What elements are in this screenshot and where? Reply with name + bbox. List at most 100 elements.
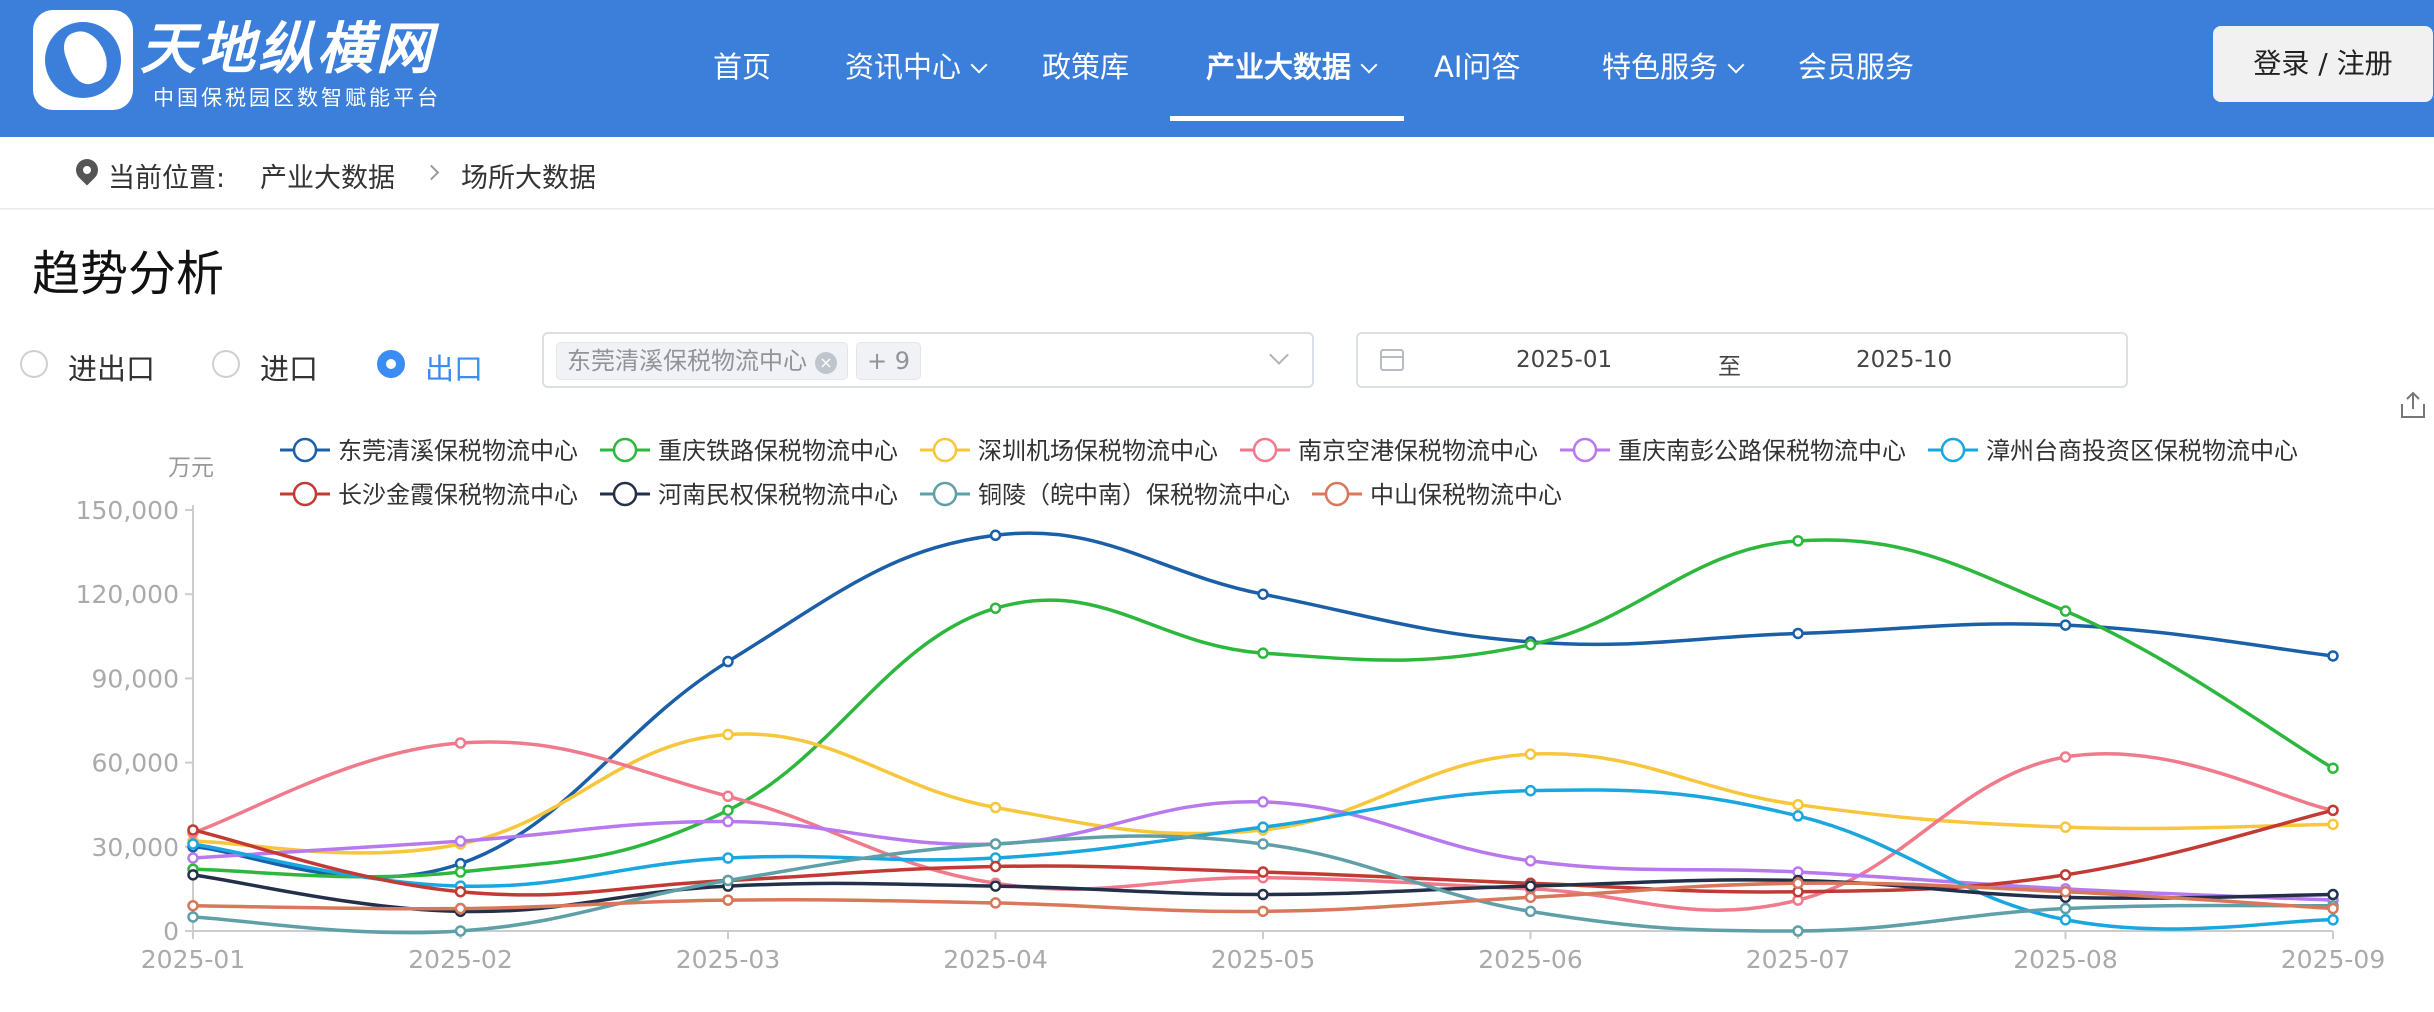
nav-news[interactable]: 资讯中心	[845, 44, 988, 86]
breadcrumb: 当前位置: 产业大数据 场所大数据	[0, 137, 2434, 209]
data-point	[2059, 902, 2072, 915]
date-range-picker[interactable]: 2025-01 至 2025-10	[1356, 332, 2128, 388]
data-point	[1524, 891, 1537, 904]
data-point	[1257, 796, 1269, 808]
legend-marker	[1940, 437, 1966, 463]
breadcrumb-item-industry-data[interactable]: 产业大数据	[260, 163, 395, 194]
legend-label: 中山保税物流中心	[1370, 481, 1562, 509]
radio-indicator	[20, 350, 48, 378]
data-point	[989, 897, 1002, 909]
data-point	[1257, 838, 1269, 850]
chevron-down-icon	[970, 56, 988, 74]
legend-item: 南京空港保税物流中心	[1240, 437, 1538, 465]
trend-line-chart: 东莞清溪保税物流中心 重庆铁路保税物流中心 深圳机场保税物流中心 南京空港保税物流中心…	[76, 437, 2386, 974]
calendar-icon	[1380, 349, 1404, 371]
data-point	[1792, 535, 1804, 547]
legend-label: 河南民权保税物流中心	[658, 481, 898, 509]
nav-ai-qa[interactable]: AI问答	[1434, 50, 1521, 84]
y-tick-label: 30,000	[92, 833, 179, 862]
data-point	[722, 852, 734, 864]
y-tick-label: 150,000	[76, 496, 179, 525]
y-tick-label: 60,000	[92, 749, 179, 778]
data-point	[1257, 888, 1269, 901]
date-end-input[interactable]: 2025-10	[1856, 347, 1953, 373]
nav-industry-data[interactable]: 产业大数据	[1206, 44, 1378, 86]
data-point	[187, 899, 199, 912]
data-point	[187, 838, 199, 850]
y-tick-label: 0	[163, 917, 179, 946]
data-point	[1792, 877, 1804, 890]
data-point	[722, 790, 734, 803]
legend-item: 长沙金霞保税物流中心	[280, 481, 578, 509]
data-point	[2059, 821, 2072, 833]
data-point	[187, 911, 199, 923]
legend-item: 重庆铁路保税物流中心	[600, 437, 898, 465]
nav-special-services[interactable]: 特色服务	[1602, 44, 1745, 86]
data-point	[1524, 855, 1537, 867]
x-tick-label: 2025-09	[2281, 945, 2385, 974]
close-icon[interactable]: ×	[815, 352, 837, 374]
y-axis-unit-label: 万元	[168, 455, 214, 481]
data-point	[2059, 751, 2072, 763]
data-point	[454, 902, 467, 915]
data-point	[1257, 821, 1269, 833]
data-point	[1257, 588, 1269, 600]
legend-marker	[612, 437, 638, 463]
data-point	[187, 869, 199, 881]
radio-indicator	[212, 350, 240, 378]
legend-marker	[612, 481, 638, 507]
data-point	[2059, 605, 2072, 617]
data-point	[722, 894, 734, 906]
legend-item: 深圳机场保税物流中心	[920, 437, 1218, 465]
x-tick-label: 2025-03	[676, 945, 780, 974]
more-selected-count: + 9	[856, 342, 922, 380]
legend-label: 东莞清溪保税物流中心	[338, 437, 578, 465]
chevron-down-icon	[1727, 56, 1745, 74]
data-point	[1257, 866, 1269, 878]
data-point	[722, 874, 734, 887]
nav-membership[interactable]: 会员服务	[1798, 50, 1915, 84]
legend-marker	[292, 437, 318, 463]
data-point	[454, 737, 467, 749]
data-point	[1792, 810, 1804, 822]
login-register-button[interactable]: 登录 / 注册	[2213, 26, 2433, 102]
data-point	[2327, 914, 2339, 926]
data-point	[722, 655, 734, 668]
data-point	[1792, 798, 1804, 811]
y-tick-label: 120,000	[76, 580, 179, 609]
legend-label: 长沙金霞保税物流中心	[338, 481, 578, 509]
data-point	[989, 860, 1002, 873]
legend-label: 南京空港保税物流中心	[1298, 437, 1538, 465]
nav-policy[interactable]: 政策库	[1042, 50, 1130, 84]
logo-subtitle: 中国保税园区数智赋能平台	[153, 86, 441, 110]
data-point	[989, 880, 1002, 892]
data-point	[2327, 762, 2339, 774]
logo[interactable]	[33, 10, 133, 110]
legend-item: 河南民权保税物流中心	[600, 481, 898, 509]
data-point	[454, 925, 467, 937]
data-point	[454, 885, 467, 898]
data-point	[722, 815, 734, 828]
data-point	[989, 602, 1002, 614]
data-point	[722, 728, 734, 741]
data-point	[454, 835, 467, 847]
selected-venue-tag: 东莞清溪保税物流中心 ×	[556, 342, 848, 380]
export-icon[interactable]	[2398, 390, 2428, 420]
legend-marker	[1252, 437, 1278, 463]
location-pin-icon	[71, 154, 103, 186]
trend-analysis-panel: 趋势分析 进出口 进口 出口 东莞清溪保税物流中心 × + 9 2025-01 至…	[0, 210, 2434, 1012]
x-tick-label: 2025-01	[141, 945, 245, 974]
data-point	[2327, 888, 2339, 901]
x-tick-label: 2025-06	[1478, 945, 1582, 974]
date-start-input[interactable]: 2025-01	[1516, 347, 1613, 373]
data-point	[1257, 647, 1269, 659]
top-header: 天地纵横网 中国保税园区数智赋能平台 首页 资讯中心 政策库 产业大数据 AI问…	[0, 0, 2434, 137]
nav-home[interactable]: 首页	[713, 50, 772, 84]
legend-marker	[292, 481, 318, 507]
venue-multi-select[interactable]: 东莞清溪保税物流中心 × + 9	[542, 332, 1314, 388]
globe-icon	[45, 22, 121, 98]
data-point	[454, 866, 467, 878]
legend-label: 重庆铁路保税物流中心	[658, 437, 898, 465]
legend-item: 东莞清溪保税物流中心	[280, 437, 578, 465]
legend-item: 重庆南彭公路保税物流中心	[1560, 437, 1906, 465]
